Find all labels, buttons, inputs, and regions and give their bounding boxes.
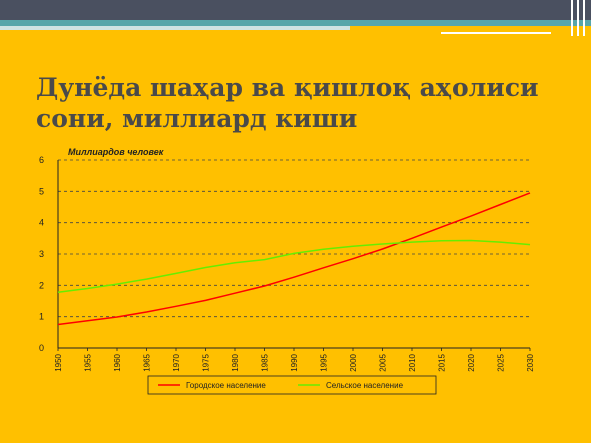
axis-layer: 0 1 2 3 4 5 6 1950 1955 1960 1965 1970 1975 1980 1985 1… [39,155,535,372]
slide-title-line2: сони, миллиард киши [36,104,358,133]
x-tick-label: 1950 [54,353,63,371]
x-tick-label: 1980 [231,353,240,371]
x-tick-label: 2000 [349,353,358,371]
x-tick-label: 1990 [290,353,299,371]
x-tick-label: 2030 [526,353,535,371]
y-axis-label: Миллиардов человек [68,147,164,157]
y-tick-label: 5 [39,186,44,196]
x-tick-label: 1970 [172,353,181,371]
header-rule [441,32,551,34]
x-tick-label: 2020 [467,353,476,371]
y-tick-label: 0 [39,343,44,353]
legend-label: Городское население [186,381,266,390]
x-tick-label: 1975 [202,353,211,371]
y-tick-label: 2 [39,280,44,290]
series-line [57,239,531,293]
series-line [57,192,531,326]
x-tick-label: 1960 [113,353,122,371]
series-layer [57,192,531,326]
x-tick-label: 2010 [408,353,417,371]
header-stripe [0,20,591,26]
header-vertical-line [583,0,585,36]
slide-title-line1: Дунёда шаҳар ва қишлоқ аҳолиси [36,73,539,102]
x-tick-label: 2015 [438,353,447,371]
header-light-band [0,26,350,30]
y-tick-label: 4 [39,218,44,228]
legend: Городское население Сельское население [147,375,437,395]
x-tick-label: 1995 [320,353,329,371]
x-tick-label: 2005 [379,353,388,371]
y-tick-label: 1 [39,312,44,322]
header-vertical-line [577,0,579,36]
grid-layer [58,159,530,318]
x-tick-label: 1955 [84,353,93,371]
x-tick-label: 2025 [497,353,506,371]
x-tick-label: 1985 [261,353,270,371]
legend-box [147,375,437,395]
y-tick-label: 6 [39,155,44,165]
x-tick-label: 1965 [143,353,152,371]
header-vertical-line [571,0,573,36]
slide-title: Дунёда шаҳар ва қишлоқ аҳолиси сони, мил… [36,72,556,134]
header-bar [0,0,591,20]
legend-label: Сельское население [326,381,404,390]
y-tick-label: 3 [39,249,44,259]
